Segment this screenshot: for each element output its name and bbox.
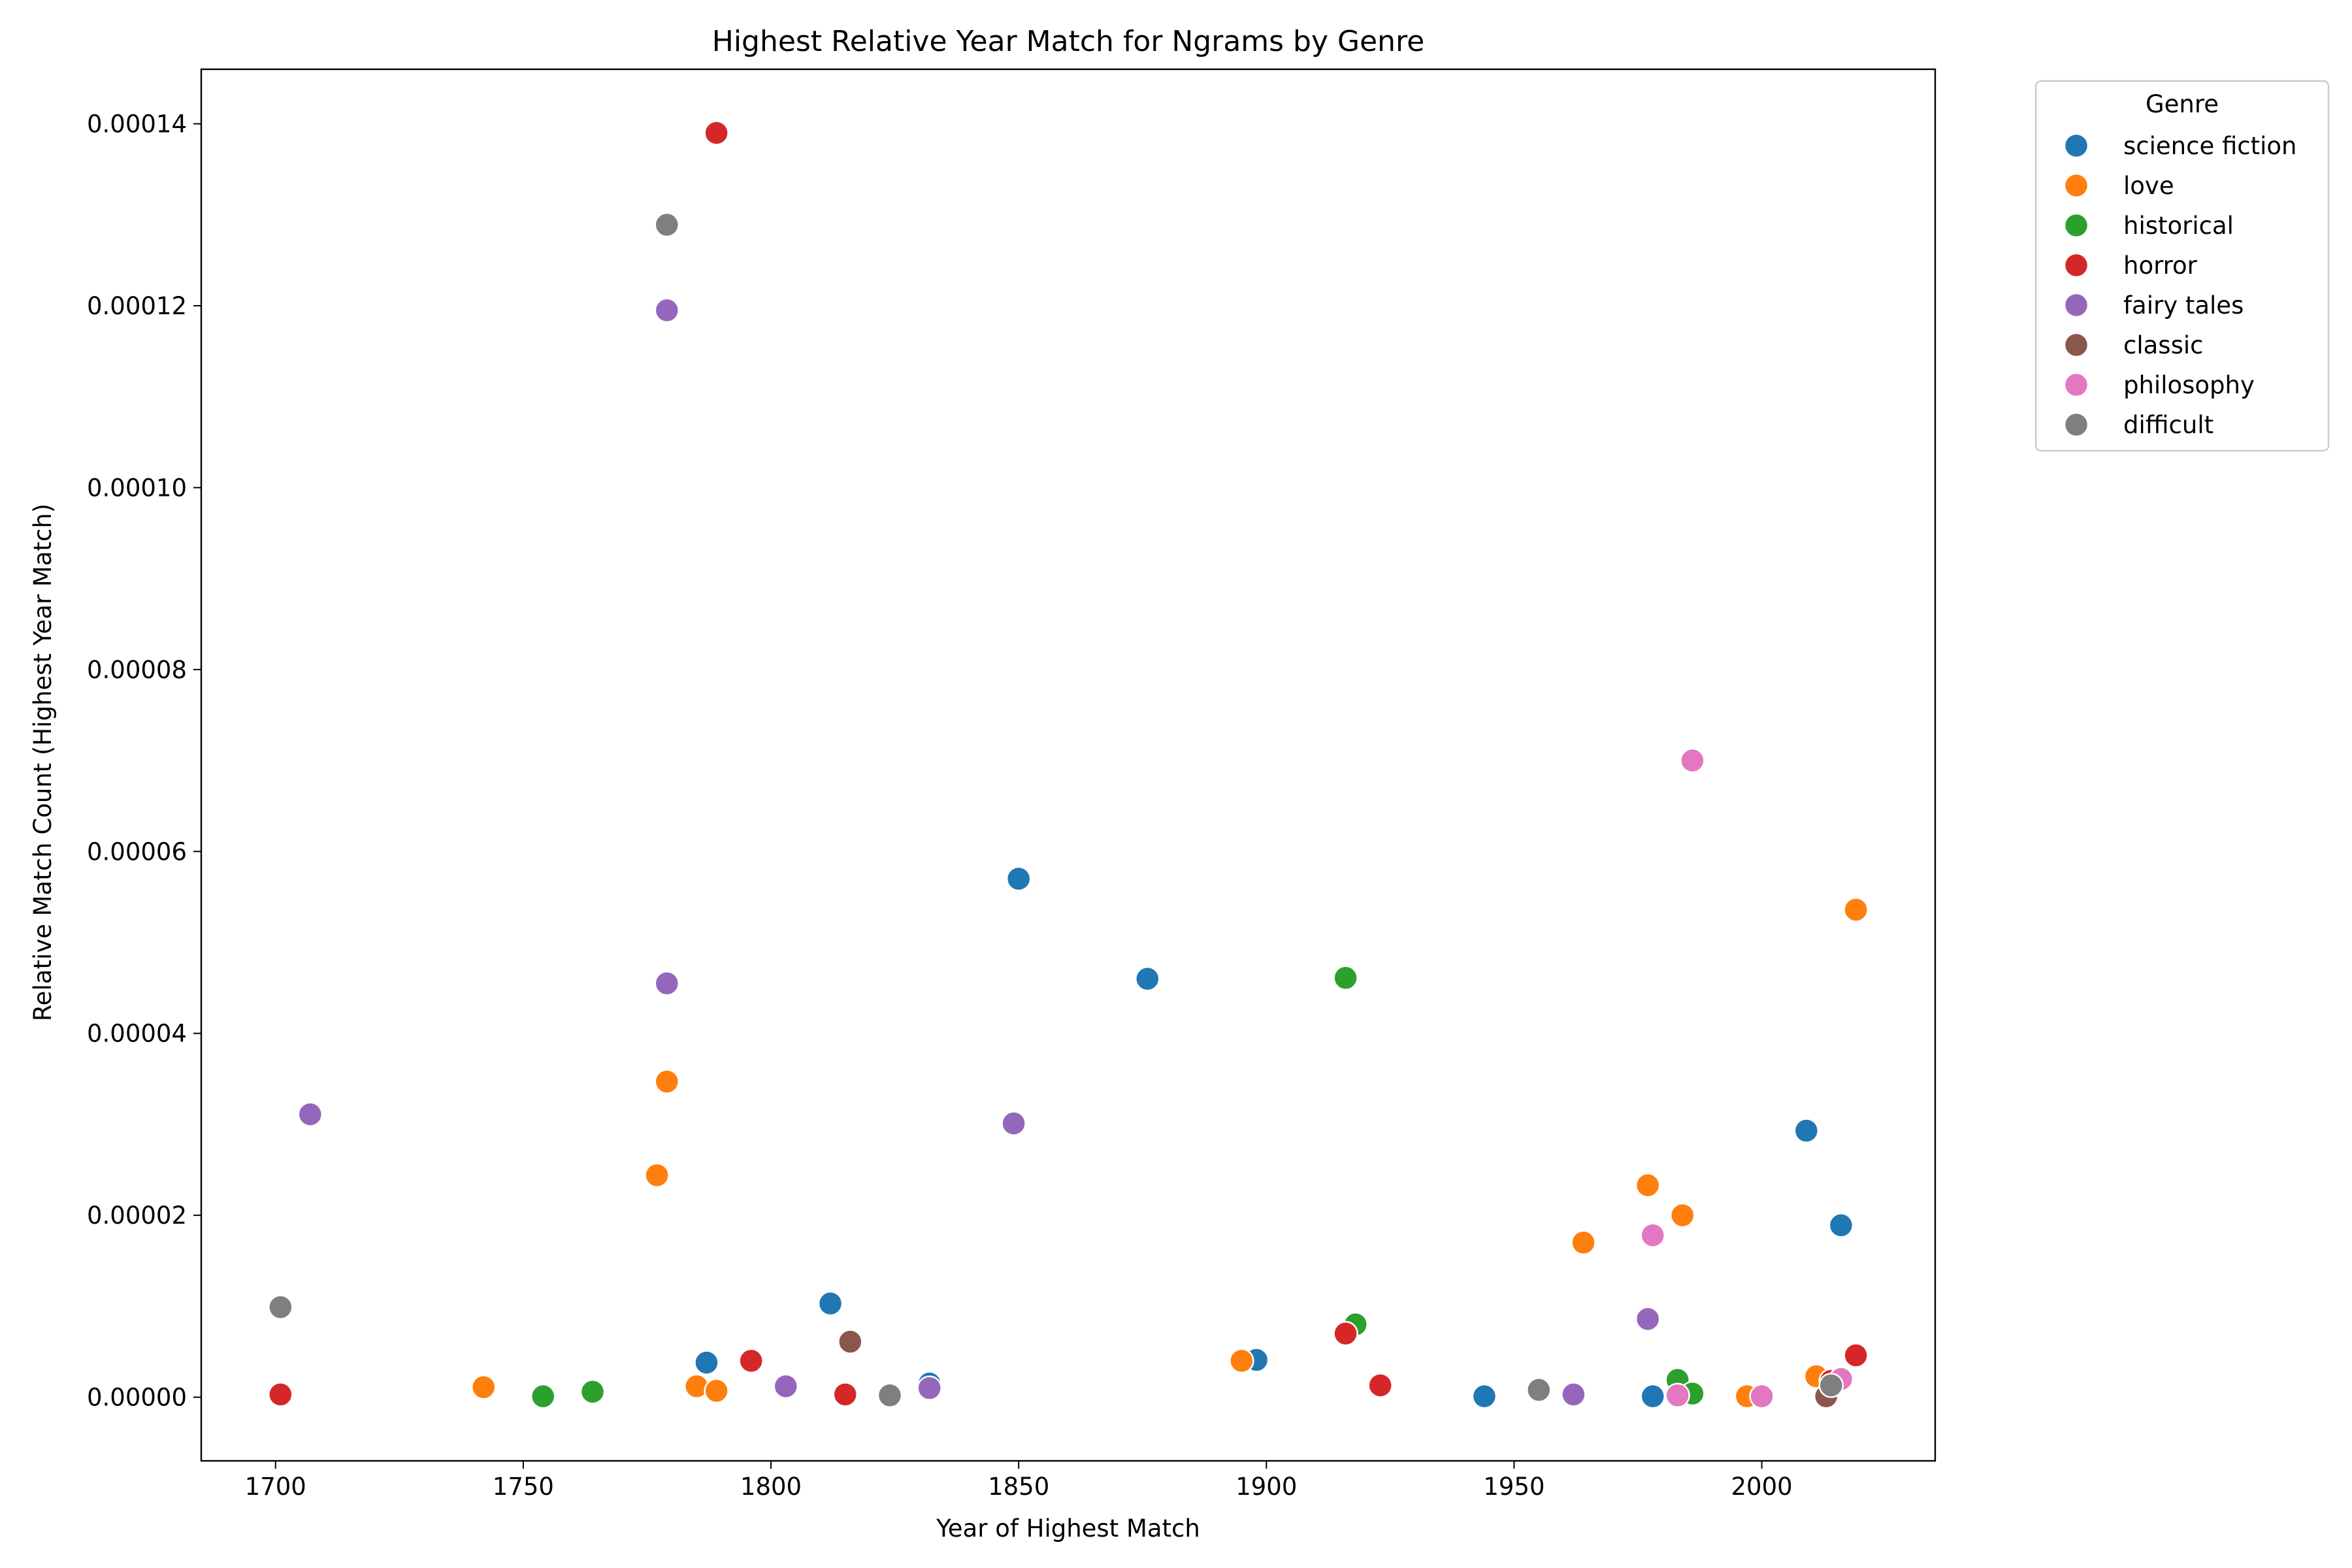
legend-entry-label: science fiction xyxy=(2123,132,2297,160)
data-point xyxy=(1818,1373,1844,1398)
plot-area-frame xyxy=(200,68,1936,1462)
data-point xyxy=(1333,965,1358,991)
data-point xyxy=(654,970,680,996)
y-tick-label: 0.00000 xyxy=(87,1384,187,1412)
legend-marker xyxy=(2063,172,2089,199)
data-point xyxy=(1229,1348,1254,1374)
data-point xyxy=(1367,1373,1393,1398)
data-point xyxy=(580,1379,606,1405)
legend-entry-label: difficult xyxy=(2123,411,2213,439)
data-point xyxy=(1665,1382,1690,1409)
y-tick-label: 0.00006 xyxy=(87,838,187,866)
x-axis-label: Year of Highest Match xyxy=(936,1514,1200,1543)
legend: Genre science fiction love historical horro… xyxy=(2034,80,2330,452)
data-point xyxy=(1561,1382,1586,1407)
data-point xyxy=(1793,1118,1820,1143)
data-point xyxy=(1843,897,1869,923)
x-tick-label: 1900 xyxy=(1235,1473,1297,1501)
y-tick-label: 0.00008 xyxy=(87,656,187,684)
legend-entry-label: fairy tales xyxy=(2123,291,2244,319)
legend-entry-label: classic xyxy=(2123,331,2203,359)
y-axis-label: Relative Match Count (Highest Year Match… xyxy=(29,504,57,1021)
data-point xyxy=(1640,1383,1666,1409)
legend-marker xyxy=(2063,372,2089,398)
data-point xyxy=(1828,1213,1854,1238)
data-point xyxy=(1635,1172,1661,1198)
data-point xyxy=(694,1350,719,1375)
legend-frame xyxy=(2034,80,2330,452)
data-point xyxy=(738,1348,764,1374)
data-point xyxy=(917,1375,942,1401)
legend-marker xyxy=(2063,212,2089,238)
data-point xyxy=(817,1290,843,1316)
legend-marker xyxy=(2063,252,2089,278)
data-point xyxy=(877,1382,903,1409)
data-point xyxy=(1635,1306,1661,1332)
data-point xyxy=(644,1162,670,1188)
data-point xyxy=(1333,1320,1358,1347)
data-point xyxy=(654,212,680,238)
data-point xyxy=(1526,1377,1552,1403)
y-tick-label: 0.00010 xyxy=(87,474,187,502)
data-point xyxy=(773,1373,799,1399)
data-point xyxy=(1749,1383,1774,1409)
data-point xyxy=(654,297,680,323)
data-point xyxy=(704,1378,729,1404)
data-point xyxy=(470,1374,497,1400)
y-tick-label: 0.00014 xyxy=(87,110,187,139)
data-point xyxy=(654,1069,680,1094)
legend-title: Genre xyxy=(2146,90,2219,118)
data-point xyxy=(704,120,729,146)
x-tick-label: 1750 xyxy=(493,1473,554,1501)
data-point xyxy=(1670,1202,1695,1228)
x-tick-label: 1950 xyxy=(1483,1473,1544,1501)
x-tick-label: 1800 xyxy=(740,1473,802,1501)
data-point xyxy=(1135,966,1160,992)
data-point xyxy=(1471,1383,1497,1409)
data-point xyxy=(1640,1222,1666,1248)
legend-entry-label: philosophy xyxy=(2123,371,2255,399)
legend-entry-label: historical xyxy=(2123,212,2234,240)
legend-entry-label: love xyxy=(2123,172,2174,200)
legend-marker xyxy=(2063,133,2089,159)
data-point xyxy=(1680,747,1705,774)
data-point xyxy=(832,1382,858,1407)
data-point xyxy=(838,1329,863,1354)
legend-marker xyxy=(2063,332,2089,358)
data-point xyxy=(268,1382,293,1407)
data-point xyxy=(1843,1343,1869,1368)
y-tick-label: 0.00012 xyxy=(87,292,187,320)
y-tick-label: 0.00002 xyxy=(87,1201,187,1230)
legend-entry-label: horror xyxy=(2123,252,2198,280)
x-tick-label: 1850 xyxy=(988,1473,1049,1501)
data-point xyxy=(268,1294,293,1320)
x-axis: 1700 1750 1800 1850 1900 1950 2000 xyxy=(245,1461,1793,1501)
x-tick-label: 2000 xyxy=(1731,1473,1793,1501)
points-layer xyxy=(268,120,1869,1409)
y-tick-label: 0.00004 xyxy=(87,1020,187,1048)
chart-title: Highest Relative Year Match for Ngrams b… xyxy=(712,25,1425,58)
y-axis: 0.00000 0.00002 0.00004 0.00006 0.00008 0.000… xyxy=(87,110,201,1412)
data-point xyxy=(1005,866,1032,892)
data-point xyxy=(1571,1230,1596,1256)
data-point xyxy=(1001,1111,1026,1136)
data-point xyxy=(297,1102,323,1127)
legend-marker xyxy=(2063,412,2089,438)
x-tick-label: 1700 xyxy=(245,1473,306,1501)
data-point xyxy=(530,1383,556,1409)
legend-marker xyxy=(2063,292,2089,318)
